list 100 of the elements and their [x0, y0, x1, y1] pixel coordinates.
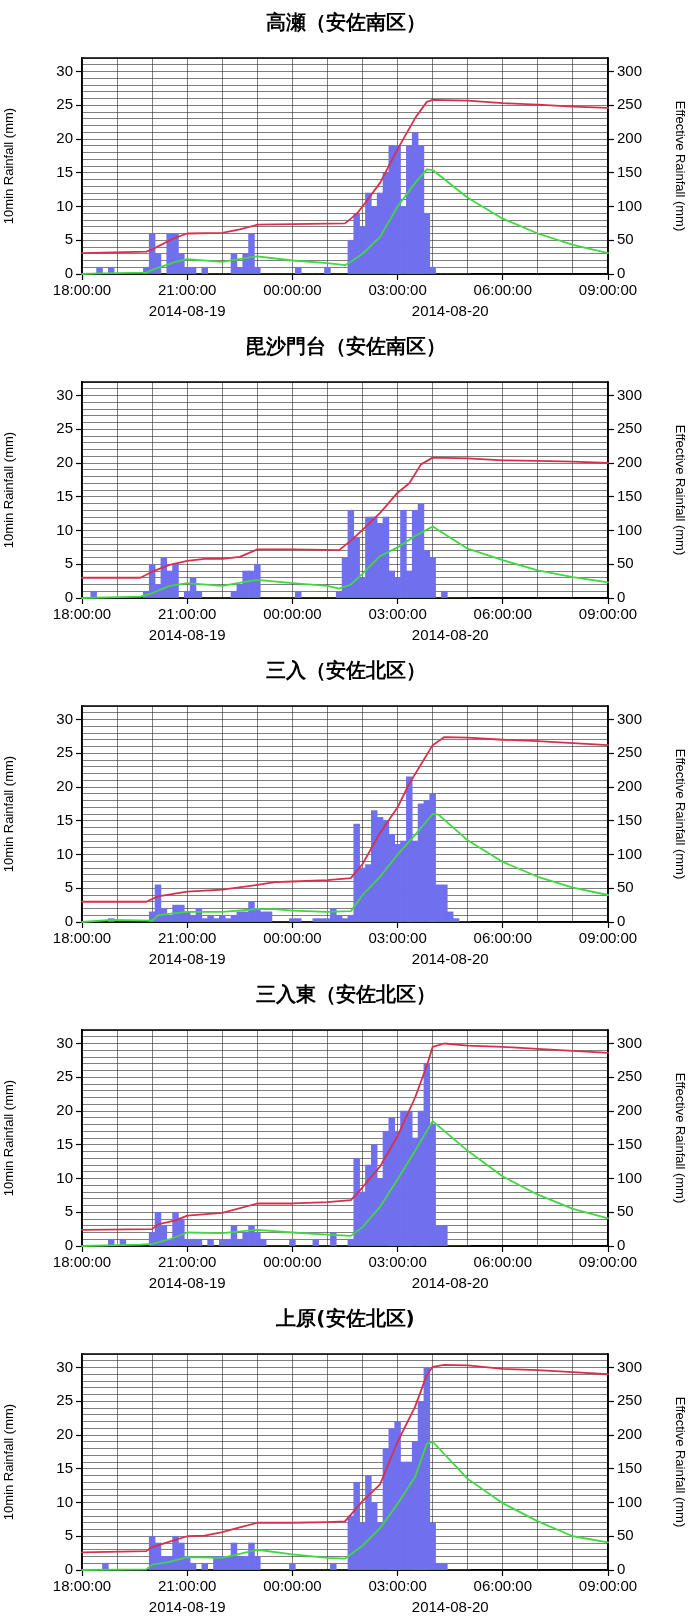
y-tick-label: 30 [56, 1357, 73, 1375]
y2-tick-label: 300 [617, 1357, 643, 1375]
x-tick-label: 00:00:00 [263, 605, 322, 623]
text: 2014-08-20 [411, 1274, 489, 1292]
x-tick-label: 21:00:00 [158, 1577, 217, 1595]
y-tick-label: 10 [56, 520, 73, 538]
y-tick-label: 20 [56, 1101, 73, 1119]
y-tick-label: 5 [64, 1526, 73, 1544]
y2-tick-label: 300 [617, 61, 643, 79]
y-tick-label: 15 [56, 1134, 73, 1152]
y2-tick-label: 0 [617, 588, 626, 606]
chart-title: 三入東（安佐北区） [255, 982, 436, 1007]
text: 2014-08-19 [148, 1274, 226, 1292]
y2-tick-label: 300 [617, 1033, 643, 1051]
x-tick-label: 03:00:00 [368, 1577, 427, 1595]
y2-axis-title: Effective Rainfall (mm) [672, 748, 688, 880]
y-tick-label: 0 [64, 264, 73, 282]
x-tick-label: 18:00:00 [52, 929, 112, 947]
text: 2014-08-20 [411, 626, 489, 644]
y2-tick-label: 150 [617, 486, 643, 504]
x-tick-label: 21:00:00 [158, 1253, 217, 1271]
y2-tick-label: 250 [617, 419, 643, 437]
chart-title: 三入（安佐北区） [265, 658, 426, 683]
x-tick-label: 03:00:00 [368, 929, 427, 947]
y2-axis-title: Effective Rainfall (mm) [672, 1072, 688, 1204]
y2-tick-label: 50 [617, 1526, 634, 1544]
chart-title: 上原(安佐北区) [275, 1306, 415, 1331]
y-tick-label: 25 [56, 1391, 73, 1409]
y2-tick-label: 250 [617, 1067, 643, 1085]
y-tick-label: 10 [56, 196, 73, 214]
y2-tick-label: 150 [617, 1134, 643, 1152]
y2-tick-label: 0 [617, 912, 626, 930]
x-tick-label: 03:00:00 [368, 605, 427, 623]
y-axis-title: 10min Rainfall (mm) [1, 755, 17, 873]
y2-tick-label: 200 [617, 1425, 643, 1443]
y2-tick-label: 100 [617, 1168, 643, 1186]
y-tick-label: 0 [64, 1236, 73, 1254]
y-tick-label: 20 [56, 777, 73, 795]
y-tick-label: 5 [64, 878, 73, 896]
y-tick-label: 30 [56, 385, 73, 403]
y2-tick-label: 200 [617, 777, 643, 795]
y2-tick-label: 0 [617, 1236, 626, 1254]
y2-tick-label: 100 [617, 1492, 643, 1510]
x-tick-label: 09:00:00 [578, 605, 638, 623]
y-axis-title: 10min Rainfall (mm) [1, 107, 17, 225]
x-tick-label: 00:00:00 [263, 281, 322, 299]
x-tick-label: 06:00:00 [473, 929, 532, 947]
y-tick-label: 5 [64, 1202, 73, 1220]
x-tick-label: 00:00:00 [263, 1577, 322, 1595]
y-tick-label: 10 [56, 1492, 73, 1510]
y2-tick-label: 200 [617, 453, 643, 471]
chart-title: 毘沙門台（安佐南区） [245, 334, 446, 359]
y2-axis-title: Effective Rainfall (mm) [672, 1396, 688, 1528]
y-tick-label: 30 [56, 61, 73, 79]
text: 2014-08-20 [411, 1598, 489, 1616]
x-tick-label: 21:00:00 [158, 929, 217, 947]
y-tick-label: 0 [64, 588, 73, 606]
x-tick-label: 18:00:00 [52, 1253, 112, 1271]
y2-axis-title: Effective Rainfall (mm) [672, 424, 688, 556]
y-tick-label: 30 [56, 1033, 73, 1051]
y2-tick-label: 50 [617, 1202, 634, 1220]
y2-tick-label: 200 [617, 1101, 643, 1119]
y2-tick-label: 50 [617, 554, 634, 572]
x-tick-label: 09:00:00 [578, 281, 638, 299]
x-tick-label: 06:00:00 [473, 605, 532, 623]
y2-tick-label: 300 [617, 709, 643, 727]
y2-tick-label: 250 [617, 743, 643, 761]
text: 2014-08-20 [411, 950, 489, 968]
text: 2014-08-19 [148, 950, 226, 968]
y2-tick-label: 200 [617, 129, 643, 147]
y2-tick-label: 50 [617, 230, 634, 248]
y-tick-label: 25 [56, 95, 73, 113]
y-tick-label: 30 [56, 709, 73, 727]
x-tick-label: 21:00:00 [158, 281, 217, 299]
x-tick-label: 09:00:00 [578, 1577, 638, 1595]
x-tick-label: 00:00:00 [263, 929, 322, 947]
y2-tick-label: 250 [617, 95, 643, 113]
x-tick-label: 03:00:00 [368, 281, 427, 299]
y-tick-label: 0 [64, 1560, 73, 1578]
y-tick-label: 15 [56, 162, 73, 180]
y-axis-title: 10min Rainfall (mm) [1, 431, 17, 549]
x-tick-label: 03:00:00 [368, 1253, 427, 1271]
y2-tick-label: 150 [617, 810, 643, 828]
y-tick-label: 25 [56, 743, 73, 761]
y-tick-label: 20 [56, 1425, 73, 1443]
y-tick-label: 25 [56, 1067, 73, 1085]
y-tick-label: 10 [56, 1168, 73, 1186]
chart-title: 高瀬（安佐南区） [265, 10, 426, 35]
y2-axis-title: Effective Rainfall (mm) [672, 100, 688, 232]
x-tick-label: 06:00:00 [473, 1577, 532, 1595]
y2-tick-label: 100 [617, 520, 643, 538]
y-tick-label: 20 [56, 129, 73, 147]
y2-tick-label: 100 [617, 844, 643, 862]
x-tick-label: 09:00:00 [578, 1253, 638, 1271]
x-tick-label: 18:00:00 [52, 1577, 112, 1595]
x-tick-label: 09:00:00 [578, 929, 638, 947]
y-tick-label: 20 [56, 453, 73, 471]
y-tick-label: 25 [56, 419, 73, 437]
y-tick-label: 15 [56, 810, 73, 828]
y-axis-title: 10min Rainfall (mm) [1, 1079, 17, 1197]
